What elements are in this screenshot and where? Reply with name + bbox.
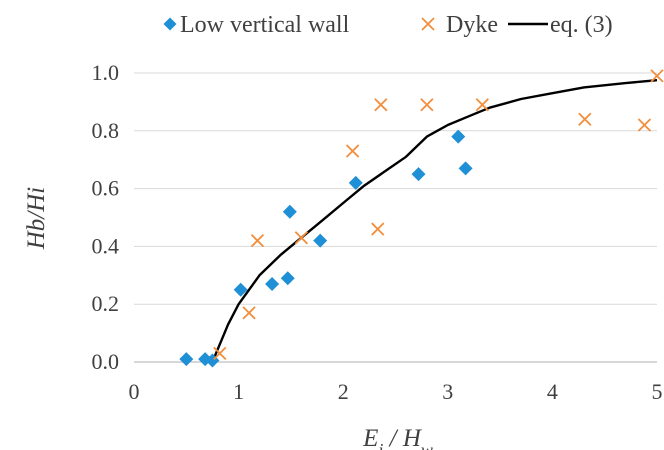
data-point-x [475, 98, 489, 112]
eq3-curve [211, 79, 658, 363]
data-point-diamond [280, 271, 295, 286]
x-tick-label: 4 [547, 379, 558, 404]
y-tick-label: 0.6 [92, 176, 120, 201]
data-point-x [345, 144, 360, 158]
x-tick-label: 2 [338, 379, 349, 404]
x-tick-label: 3 [442, 379, 453, 404]
legend-x-marker [421, 17, 435, 31]
series-low-vertical-wall [179, 129, 473, 368]
data-point-diamond [348, 175, 363, 190]
data-point-x [371, 222, 385, 236]
axes: 0.0 0.2 0.4 0.6 0.8 1.0 0 1 2 3 4 5 [92, 60, 663, 404]
data-point-x [374, 98, 388, 112]
data-point-diamond [282, 204, 297, 219]
x-tick-label: 1 [233, 379, 244, 404]
data-point-diamond [411, 167, 426, 182]
legend-label: Low vertical wall [180, 12, 350, 38]
legend-label: eq. (3) [550, 12, 613, 38]
legend-item: Dyke [421, 12, 498, 38]
legend-item: eq. (3) [508, 12, 613, 38]
data-point-x [578, 112, 592, 126]
series-eq3-line [211, 79, 658, 363]
data-point-diamond [265, 276, 280, 291]
x-axis-label: Ei / Hw [362, 425, 433, 450]
legend-label: Dyke [446, 12, 498, 38]
series-dyke [213, 69, 664, 360]
data-point-x [213, 346, 227, 360]
x-tick-label: 0 [129, 379, 140, 404]
y-tick-label: 0.4 [92, 233, 120, 258]
data-point-x [294, 231, 308, 245]
data-point-x [650, 69, 664, 83]
x-tick-label: 5 [652, 379, 663, 404]
y-axis-label: Hb/Hi [23, 187, 50, 251]
data-point-x [420, 98, 434, 112]
data-point-x [250, 233, 265, 248]
data-point-diamond [458, 161, 473, 176]
legend: Low vertical wall Dyke eq. (3) [163, 12, 613, 38]
data-point-x [637, 118, 652, 132]
y-tick-label: 0.8 [92, 118, 120, 143]
y-tick-label: 0.2 [92, 291, 120, 316]
gridlines [134, 72, 657, 305]
data-point-x [242, 306, 256, 320]
y-tick-label: 1.0 [92, 60, 120, 85]
data-point-diamond [233, 282, 248, 297]
legend-diamond-marker [163, 17, 177, 31]
data-point-diamond [451, 129, 466, 144]
data-point-diamond [313, 233, 328, 248]
legend-item: Low vertical wall [163, 12, 350, 38]
data-point-diamond [179, 352, 194, 367]
y-tick-label: 0.0 [92, 349, 120, 374]
